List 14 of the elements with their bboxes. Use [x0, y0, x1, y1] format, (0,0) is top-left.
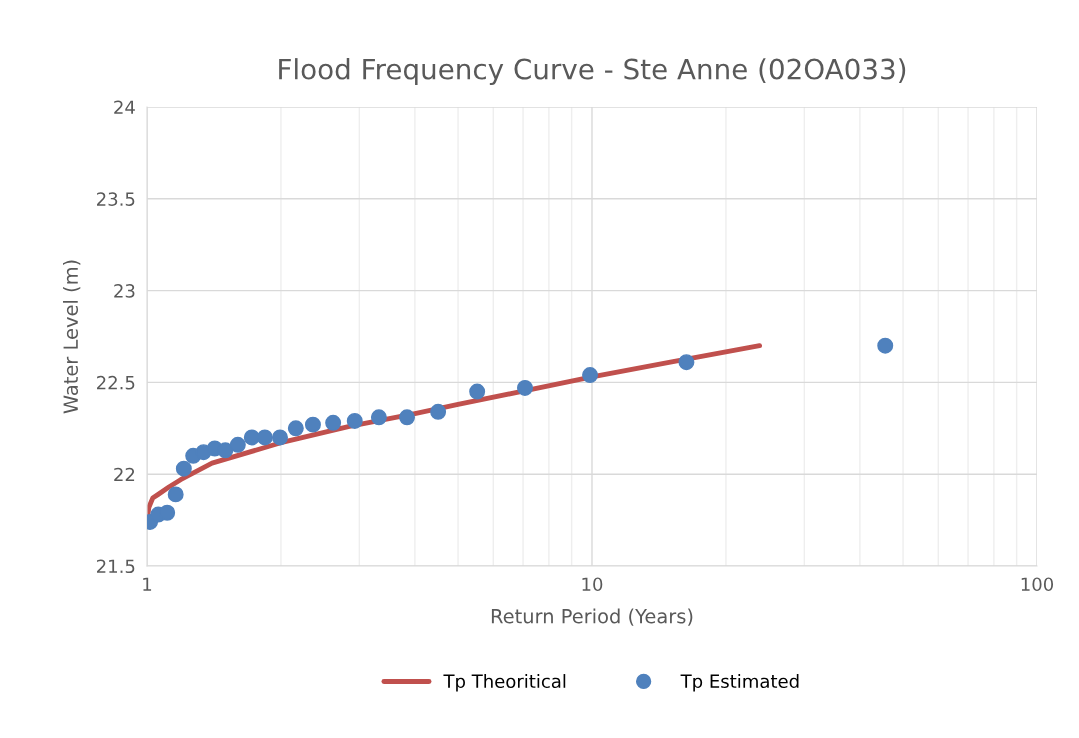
- y-tick-label: 22.5: [97, 375, 135, 390]
- legend-label: Tp Estimated: [680, 674, 799, 692]
- y-tick-label: 22: [114, 467, 135, 482]
- y-axis-title: Water Level (m): [62, 260, 81, 414]
- chart-title: Flood Frequency Curve - Ste Anne (02OA033): [279, 58, 906, 85]
- x-tick-label: 10: [582, 577, 603, 592]
- y-tick-label: 23.5: [97, 192, 135, 206]
- x-axis-title: Return Period (Years): [491, 608, 693, 626]
- y-tick-label: 23: [114, 284, 135, 298]
- x-tick-label: 1: [143, 577, 152, 591]
- x-tick-label: 100: [1021, 577, 1054, 592]
- y-tick-label: 21.5: [97, 559, 135, 574]
- legend-label: Tp Theoritical: [443, 674, 566, 692]
- y-tick-label: 24: [114, 100, 135, 114]
